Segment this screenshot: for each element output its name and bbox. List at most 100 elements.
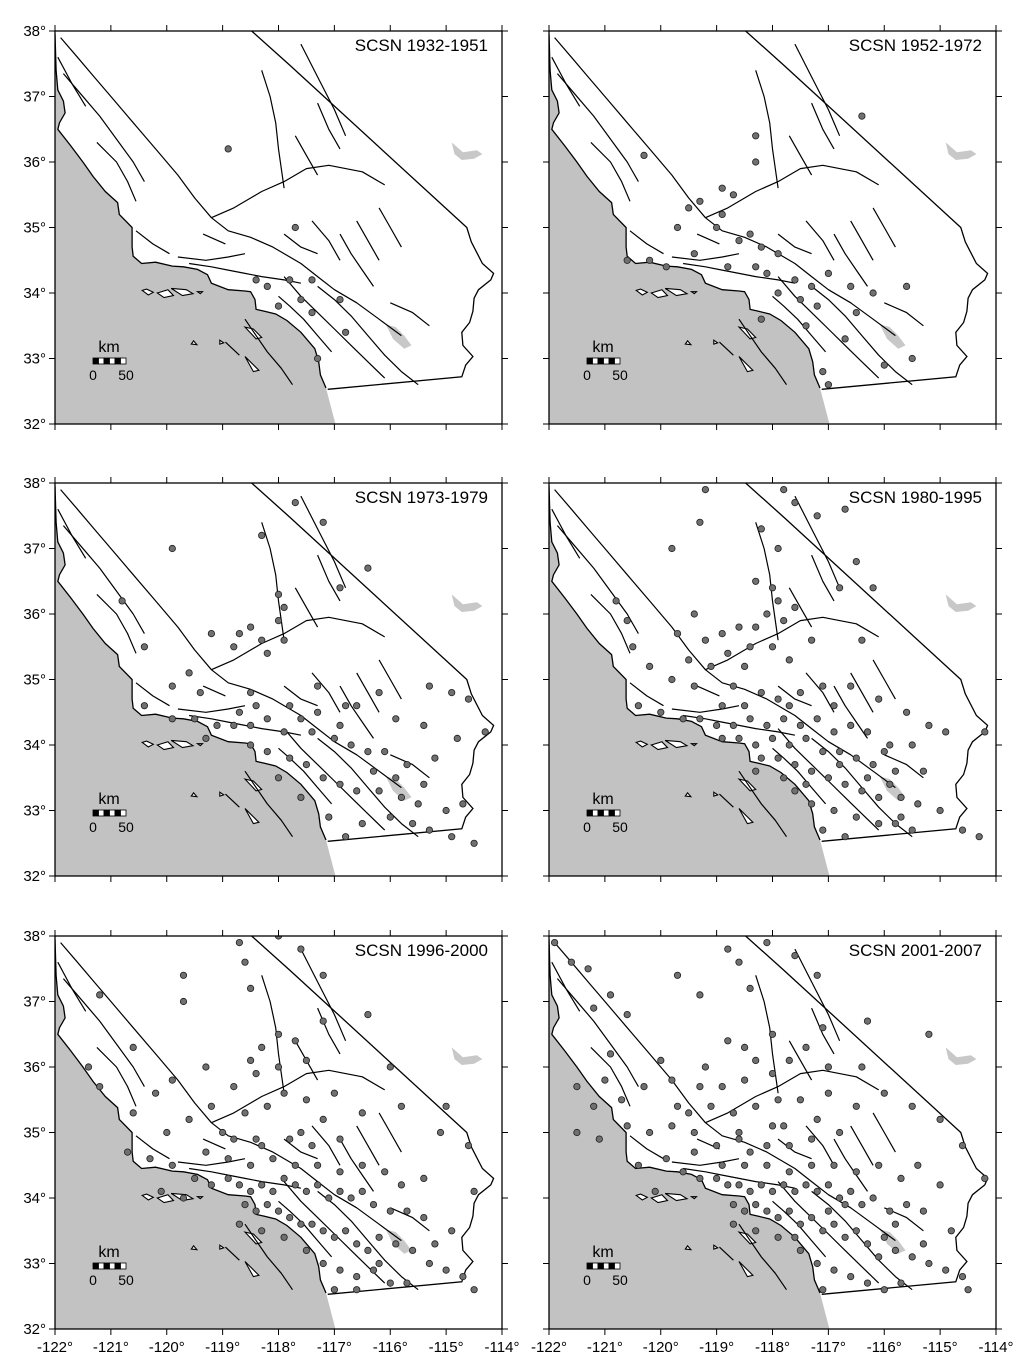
station-marker (168, 682, 176, 690)
station-marker (258, 1142, 266, 1150)
lon-tick-label: -116° (373, 1339, 408, 1356)
station-marker (847, 721, 855, 730)
island-8 (684, 339, 693, 346)
station-marker (774, 289, 782, 297)
station-marker (724, 945, 732, 953)
coastline (549, 939, 821, 1294)
fault-line-19 (283, 1138, 318, 1160)
fault-line-22 (135, 682, 170, 707)
station-marker (336, 780, 344, 788)
station-marker (746, 1187, 754, 1196)
station-marker (668, 675, 676, 684)
fault-line-13 (317, 285, 419, 386)
lat-tick-label: 32° (23, 416, 46, 433)
scale-bar-segment (614, 1262, 621, 1270)
fault-line-1 (554, 489, 896, 789)
lat-tick-label: 37° (23, 89, 46, 106)
station-marker (925, 1259, 933, 1268)
station-marker (375, 1259, 383, 1268)
station-marker (235, 629, 243, 638)
station-marker (336, 1266, 344, 1274)
station-marker (835, 584, 844, 592)
station-marker (696, 1174, 704, 1183)
fault-line-24 (884, 302, 924, 327)
station-marker (247, 1056, 255, 1065)
fault-line-21 (718, 793, 734, 808)
lon-tick-label: -120° (149, 1339, 185, 1356)
station-marker (623, 616, 631, 625)
station-marker (252, 1207, 260, 1215)
fault-line-14 (278, 747, 333, 805)
station-marker (330, 1233, 338, 1241)
station-marker (718, 734, 726, 743)
station-marker (807, 282, 816, 290)
map-content (549, 483, 989, 876)
fault-line-16 (356, 672, 380, 713)
station-marker (258, 1181, 266, 1189)
station-marker (847, 1187, 855, 1196)
station-marker (247, 1161, 255, 1169)
station-marker (274, 590, 283, 599)
station-marker (459, 800, 467, 808)
station-marker (858, 1063, 866, 1071)
station-marker (313, 354, 322, 363)
fault-line-1 (554, 942, 896, 1242)
fault-line-9 (788, 135, 813, 176)
island-3 (664, 1192, 689, 1202)
station-marker (420, 1174, 428, 1183)
station-marker (420, 1214, 428, 1222)
island-7 (713, 791, 719, 797)
scale-bar-segment (586, 809, 593, 817)
station-marker (869, 1194, 877, 1202)
station-marker (202, 734, 210, 743)
station-marker (590, 1004, 598, 1012)
station-marker (780, 774, 788, 782)
island-3 (170, 739, 195, 749)
fault-line-23 (202, 1138, 226, 1150)
fault-line-12 (777, 276, 880, 379)
scale-end-label: 50 (612, 1272, 628, 1288)
station-marker (280, 728, 288, 736)
station-marker (813, 1259, 821, 1268)
station-marker (729, 682, 738, 690)
station-marker (774, 1214, 782, 1222)
station-marker (902, 1201, 911, 1209)
station-marker (341, 833, 350, 841)
fault-line-3 (551, 56, 581, 107)
fault-line-10 (189, 262, 302, 284)
island-1 (634, 740, 649, 748)
station-marker (241, 1109, 249, 1117)
station-marker (258, 1043, 266, 1052)
panel-title: SCSN 1973-1979 (355, 488, 488, 507)
station-marker (353, 1240, 361, 1248)
station-marker (813, 512, 821, 520)
station-marker (841, 1201, 849, 1209)
station-marker (191, 1174, 199, 1183)
map-panel-4: SCSN 1980-1995 km0 50 (543, 477, 1002, 882)
panel-title: SCSN 1996-2000 (355, 941, 488, 960)
lat-tick-label: 32° (23, 1321, 46, 1338)
station-marker (425, 1259, 433, 1268)
station-marker (830, 806, 838, 815)
station-marker (752, 577, 760, 585)
station-marker (336, 1135, 344, 1143)
map-panel-3: 38° 37° 36° 35° 34° 33° 32° SCSN 1973-1979 km0 50 (23, 475, 508, 885)
lake-mead (451, 594, 483, 612)
station-marker (369, 1266, 378, 1274)
station-marker (936, 1115, 944, 1124)
station-marker (958, 826, 967, 834)
station-marker (291, 223, 299, 232)
fault-line-24 (390, 1207, 430, 1232)
station-marker (735, 734, 743, 743)
station-marker (330, 734, 338, 743)
lon-tick-label: -114° (979, 1339, 1014, 1356)
scale-bar-segment (103, 357, 110, 365)
station-marker (908, 741, 916, 749)
lon-tick-label: -121° (93, 1339, 129, 1356)
station-marker (185, 1115, 193, 1124)
lat-tick-label: 38° (23, 475, 46, 492)
station-marker (291, 1161, 299, 1169)
scale-unit-label: km (592, 791, 613, 808)
ocean (549, 939, 820, 1329)
station-marker (392, 1240, 400, 1248)
